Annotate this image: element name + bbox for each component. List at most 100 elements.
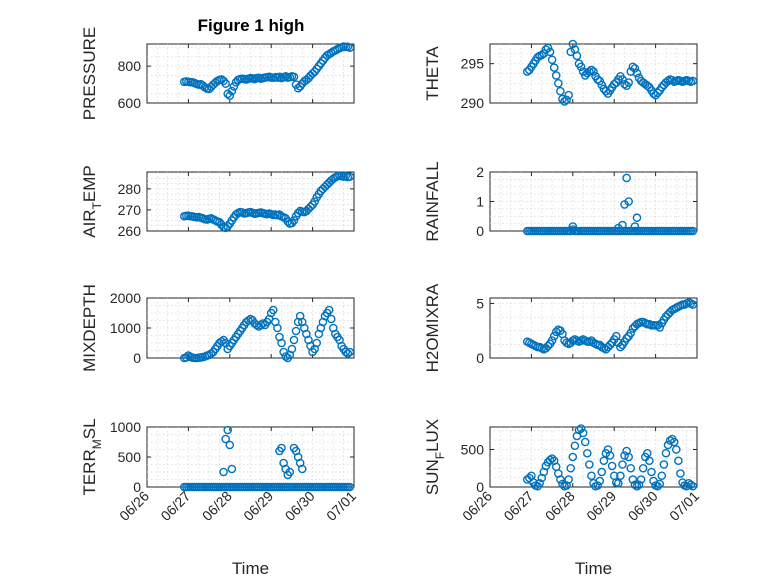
data-point <box>558 479 567 489</box>
data-point <box>632 213 642 223</box>
data-point <box>607 461 617 471</box>
y-axis-label: H2OMIXRA <box>423 283 442 372</box>
y-tick-label: 0 <box>133 350 141 366</box>
data-point <box>217 337 226 346</box>
x-tick-label: 07/01 <box>666 488 702 524</box>
data-point <box>653 320 662 330</box>
data-point <box>585 67 594 76</box>
data-point <box>289 72 299 82</box>
subplot-air-temp: 260 270 280 AIRTEMP <box>80 165 355 239</box>
data-point <box>543 341 553 351</box>
data-point <box>655 323 665 332</box>
y-tick-label: 295 <box>461 56 485 72</box>
data-point <box>289 335 299 345</box>
data-point <box>229 82 239 91</box>
data-point <box>345 347 355 357</box>
data-series <box>522 424 698 491</box>
y-axis-label: RAINFALL <box>423 161 442 241</box>
y-tick-label: 280 <box>118 181 142 197</box>
data-point <box>622 173 631 183</box>
subplot-theta: 290 295 THETA <box>423 39 698 111</box>
data-point <box>345 43 355 52</box>
data-point <box>614 338 623 348</box>
data-point <box>227 86 237 96</box>
subplots-layer: 600 800 PRESSURE 290 295 THETA 260 270 280 AIRTEM… <box>80 27 702 578</box>
data-point <box>223 425 233 435</box>
y-tick-label: 0 <box>476 223 484 239</box>
data-point <box>221 434 230 444</box>
y-tick-label: 260 <box>118 223 142 239</box>
data-point <box>667 75 677 85</box>
figure-title: Figure 1 high <box>198 16 305 35</box>
data-point <box>599 456 609 466</box>
data-point <box>306 202 315 212</box>
data-point <box>560 97 569 106</box>
data-point <box>343 349 353 358</box>
data-point <box>554 79 563 88</box>
data-series <box>179 171 355 233</box>
data-point <box>568 452 578 462</box>
data-point <box>580 437 590 447</box>
y-tick-label: 0 <box>476 350 484 366</box>
x-tick-label: 06/28 <box>542 488 578 524</box>
data-point <box>618 220 627 230</box>
data-point <box>605 451 615 460</box>
data-point <box>628 62 638 72</box>
data-point <box>258 319 268 328</box>
data-point <box>647 467 656 477</box>
data-point <box>657 471 667 481</box>
data-point <box>614 478 623 488</box>
y-tick-label: 290 <box>461 95 485 111</box>
data-point <box>287 344 297 354</box>
subplot-h2omixra: 0 5 H2OMIXRA <box>423 283 698 372</box>
data-point <box>535 478 544 488</box>
data-point <box>589 67 598 76</box>
data-point <box>268 305 278 315</box>
data-point <box>252 320 262 330</box>
data-point <box>326 48 336 58</box>
x-tick-label: 06/27 <box>500 488 536 524</box>
data-point <box>585 460 594 469</box>
data-point <box>655 479 665 489</box>
data-point <box>582 448 592 458</box>
data-point <box>326 314 336 324</box>
y-tick-label: 1 <box>476 194 484 210</box>
grid <box>147 427 354 487</box>
data-point <box>659 460 669 469</box>
data-point <box>632 481 642 491</box>
x-axis-label: Time <box>232 559 269 578</box>
data-point <box>273 323 282 333</box>
data-point <box>566 463 576 473</box>
y-tick-label: 0 <box>476 479 484 495</box>
data-point <box>225 91 235 100</box>
data-point <box>618 460 627 469</box>
data-point <box>545 455 555 465</box>
data-point <box>622 334 631 343</box>
data-point <box>568 225 578 234</box>
data-point <box>225 440 235 450</box>
y-tick-label: 1000 <box>110 419 141 435</box>
y-tick-label: 500 <box>461 442 485 458</box>
data-point <box>182 353 191 362</box>
data-point <box>570 441 580 451</box>
plot-area <box>489 297 698 359</box>
data-series <box>179 425 355 492</box>
data-point <box>645 456 654 466</box>
data-point <box>547 55 557 65</box>
data-series <box>522 173 698 236</box>
y-tick-label: 5 <box>476 295 484 311</box>
data-series <box>522 39 698 106</box>
data-point <box>341 347 351 357</box>
data-series <box>179 305 355 363</box>
x-tick-label: 06/26 <box>116 488 152 524</box>
data-point <box>547 454 557 463</box>
data-point <box>624 197 633 206</box>
data-point <box>324 305 334 315</box>
data-point <box>537 50 547 60</box>
data-series <box>522 298 698 354</box>
y-axis-label: SUNFLUX <box>423 419 447 495</box>
data-point <box>541 45 551 54</box>
data-point <box>616 471 625 481</box>
data-point <box>595 476 605 486</box>
